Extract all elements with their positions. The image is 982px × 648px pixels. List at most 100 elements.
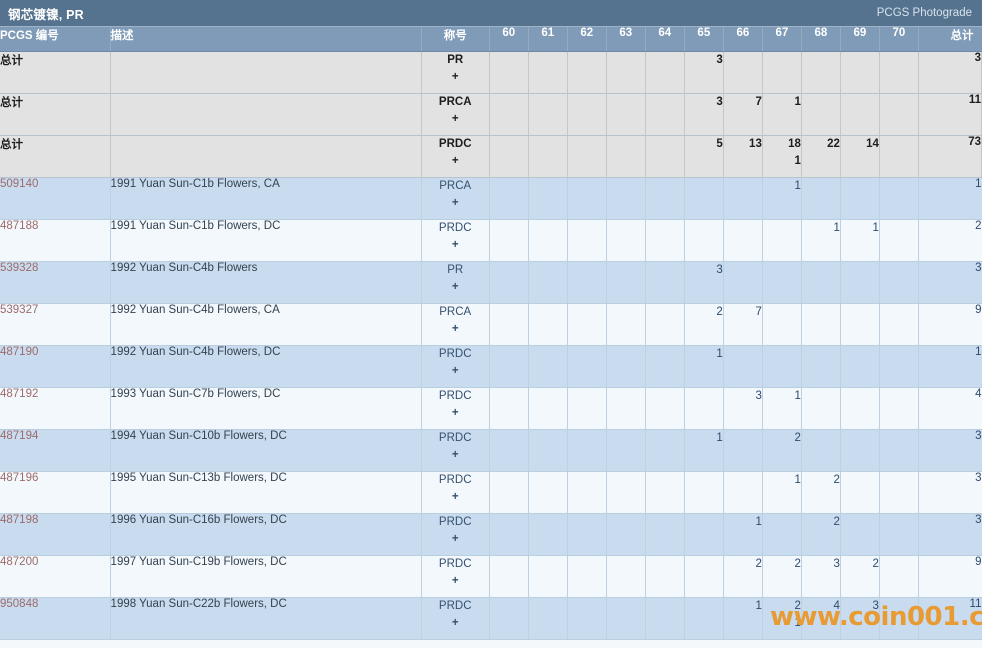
designation-cell: PRDC + xyxy=(421,513,490,556)
pcgs-number-link[interactable]: 487194 xyxy=(0,429,111,472)
col-header-grade-68[interactable]: 68 xyxy=(801,27,841,52)
grade-count-60 xyxy=(489,51,529,94)
grade-count-64 xyxy=(645,387,685,430)
coin-description: 1991 Yuan Sun-C1b Flowers, CA xyxy=(110,177,422,220)
designation-cell: PRCA + xyxy=(421,177,490,220)
designation-cell: PRDC + xyxy=(421,387,490,430)
brand-label: PCGS Photograde xyxy=(876,7,972,19)
col-header-grade-62[interactable]: 62 xyxy=(567,27,607,52)
grade-count-70 xyxy=(879,93,919,136)
grade-count-value: 2 xyxy=(794,599,801,612)
total-label: 总计 xyxy=(0,51,111,94)
pcgs-number-link[interactable]: 950848 xyxy=(0,597,111,640)
grade-count-69 xyxy=(840,513,880,556)
grade-count-69 xyxy=(840,93,880,136)
designation-label: PRDC xyxy=(438,515,472,528)
grade-count-value: 18 xyxy=(788,137,801,150)
pcgs-number-link[interactable]: 487196 xyxy=(0,471,111,514)
row-total: 1 xyxy=(918,345,982,388)
designation-label: PRDC xyxy=(438,221,472,234)
grade-count-65: 2 xyxy=(684,303,724,346)
grade-count-70 xyxy=(879,597,919,640)
grade-count-value: 1 xyxy=(872,221,879,234)
grade-count-value: 2 xyxy=(755,557,762,570)
pcgs-number-link[interactable]: 487200 xyxy=(0,555,111,598)
grade-count-61 xyxy=(528,345,568,388)
plus-symbol: + xyxy=(451,365,459,378)
col-header-pcgs[interactable]: PCGS 编号 xyxy=(0,27,111,52)
row-total: 73 xyxy=(918,135,982,178)
grade-count-62 xyxy=(567,261,607,304)
col-header-grade-64[interactable]: 64 xyxy=(645,27,685,52)
grade-count-63 xyxy=(606,135,646,178)
grade-count-67: 1 xyxy=(762,177,802,220)
pcgs-number-link[interactable]: 487192 xyxy=(0,387,111,430)
designation-label: PRDC xyxy=(438,347,472,360)
col-header-designation[interactable]: 称号 xyxy=(421,27,490,52)
col-header-grade-61[interactable]: 61 xyxy=(528,27,568,52)
col-header-description[interactable]: 描述 xyxy=(110,27,422,52)
grade-count-61 xyxy=(528,261,568,304)
col-header-grade-70[interactable]: 70 xyxy=(879,27,919,52)
table-body: 总计 PR +3 3 总计 PRCA +3 7 1 11 总计 PRDC +5 13 18 1 22 14 73 50… xyxy=(0,51,982,640)
pcgs-number-link[interactable]: 487188 xyxy=(0,219,111,262)
grade-count-65 xyxy=(684,597,724,640)
pcgs-number-link[interactable]: 539327 xyxy=(0,303,111,346)
grade-count-64 xyxy=(645,471,685,514)
grade-count-62 xyxy=(567,429,607,472)
coin-description: 1993 Yuan Sun-C7b Flowers, DC xyxy=(110,387,422,430)
designation-label: PRCA xyxy=(439,305,472,318)
col-header-grade-63[interactable]: 63 xyxy=(606,27,646,52)
grade-count-63 xyxy=(606,429,646,472)
grade-count-64 xyxy=(645,555,685,598)
pcgs-number-link[interactable]: 487190 xyxy=(0,345,111,388)
grade-count-value: 13 xyxy=(749,137,762,150)
grade-count-70 xyxy=(879,513,919,556)
grade-count-60 xyxy=(489,513,529,556)
designation-label: PRCA xyxy=(439,179,472,192)
grade-count-64 xyxy=(645,303,685,346)
grade-count-68 xyxy=(801,177,841,220)
grade-count-61 xyxy=(528,597,568,640)
grade-count-70 xyxy=(879,51,919,94)
table-row: 487194 1994 Yuan Sun-C10b Flowers, DC PRDC… xyxy=(0,429,982,472)
grade-count-67: 2 xyxy=(762,429,802,472)
grade-count-61 xyxy=(528,219,568,262)
grade-count-70 xyxy=(879,471,919,514)
col-header-grade-65[interactable]: 65 xyxy=(684,27,724,52)
grade-count-62 xyxy=(567,513,607,556)
coin-description: 1994 Yuan Sun-C10b Flowers, DC xyxy=(110,429,422,472)
grade-count-plus-value: 1 xyxy=(794,155,801,168)
grade-count-66 xyxy=(723,219,763,262)
row-total: 3 xyxy=(918,261,982,304)
grade-count-60 xyxy=(489,471,529,514)
grade-count-68: 22 xyxy=(801,135,841,178)
table-row: 509140 1991 Yuan Sun-C1b Flowers, CA PRCA +… xyxy=(0,177,982,220)
grade-count-69 xyxy=(840,471,880,514)
col-header-grade-67[interactable]: 67 xyxy=(762,27,802,52)
grade-count-70 xyxy=(879,135,919,178)
pcgs-number-link[interactable]: 509140 xyxy=(0,177,111,220)
col-header-grade-60[interactable]: 60 xyxy=(489,27,529,52)
grade-count-62 xyxy=(567,345,607,388)
grade-count-62 xyxy=(567,555,607,598)
grade-count-60 xyxy=(489,93,529,136)
grade-count-68: 2 xyxy=(801,471,841,514)
designation-cell: PRDC + xyxy=(421,219,490,262)
col-header-grade-69[interactable]: 69 xyxy=(840,27,880,52)
grade-count-69: 14 xyxy=(840,135,880,178)
grade-count-67: 1 xyxy=(762,93,802,136)
grade-count-value: 4 xyxy=(833,599,840,612)
table-row: 487192 1993 Yuan Sun-C7b Flowers, DC PRDC +… xyxy=(0,387,982,430)
grade-count-value: 1 xyxy=(755,599,762,612)
pcgs-number-link[interactable]: 539328 xyxy=(0,261,111,304)
designation-cell: PRCA + xyxy=(421,93,490,136)
coin-description: 1998 Yuan Sun-C22b Flowers, DC xyxy=(110,597,422,640)
col-header-grade-66[interactable]: 66 xyxy=(723,27,763,52)
col-header-total[interactable]: 总计 xyxy=(918,27,982,52)
pcgs-number-link[interactable]: 487198 xyxy=(0,513,111,556)
designation-label: PRDC xyxy=(438,431,472,444)
grade-count-60 xyxy=(489,597,529,640)
grade-count-value: 3 xyxy=(755,389,762,402)
coin-description: 1992 Yuan Sun-C4b Flowers, CA xyxy=(110,303,422,346)
